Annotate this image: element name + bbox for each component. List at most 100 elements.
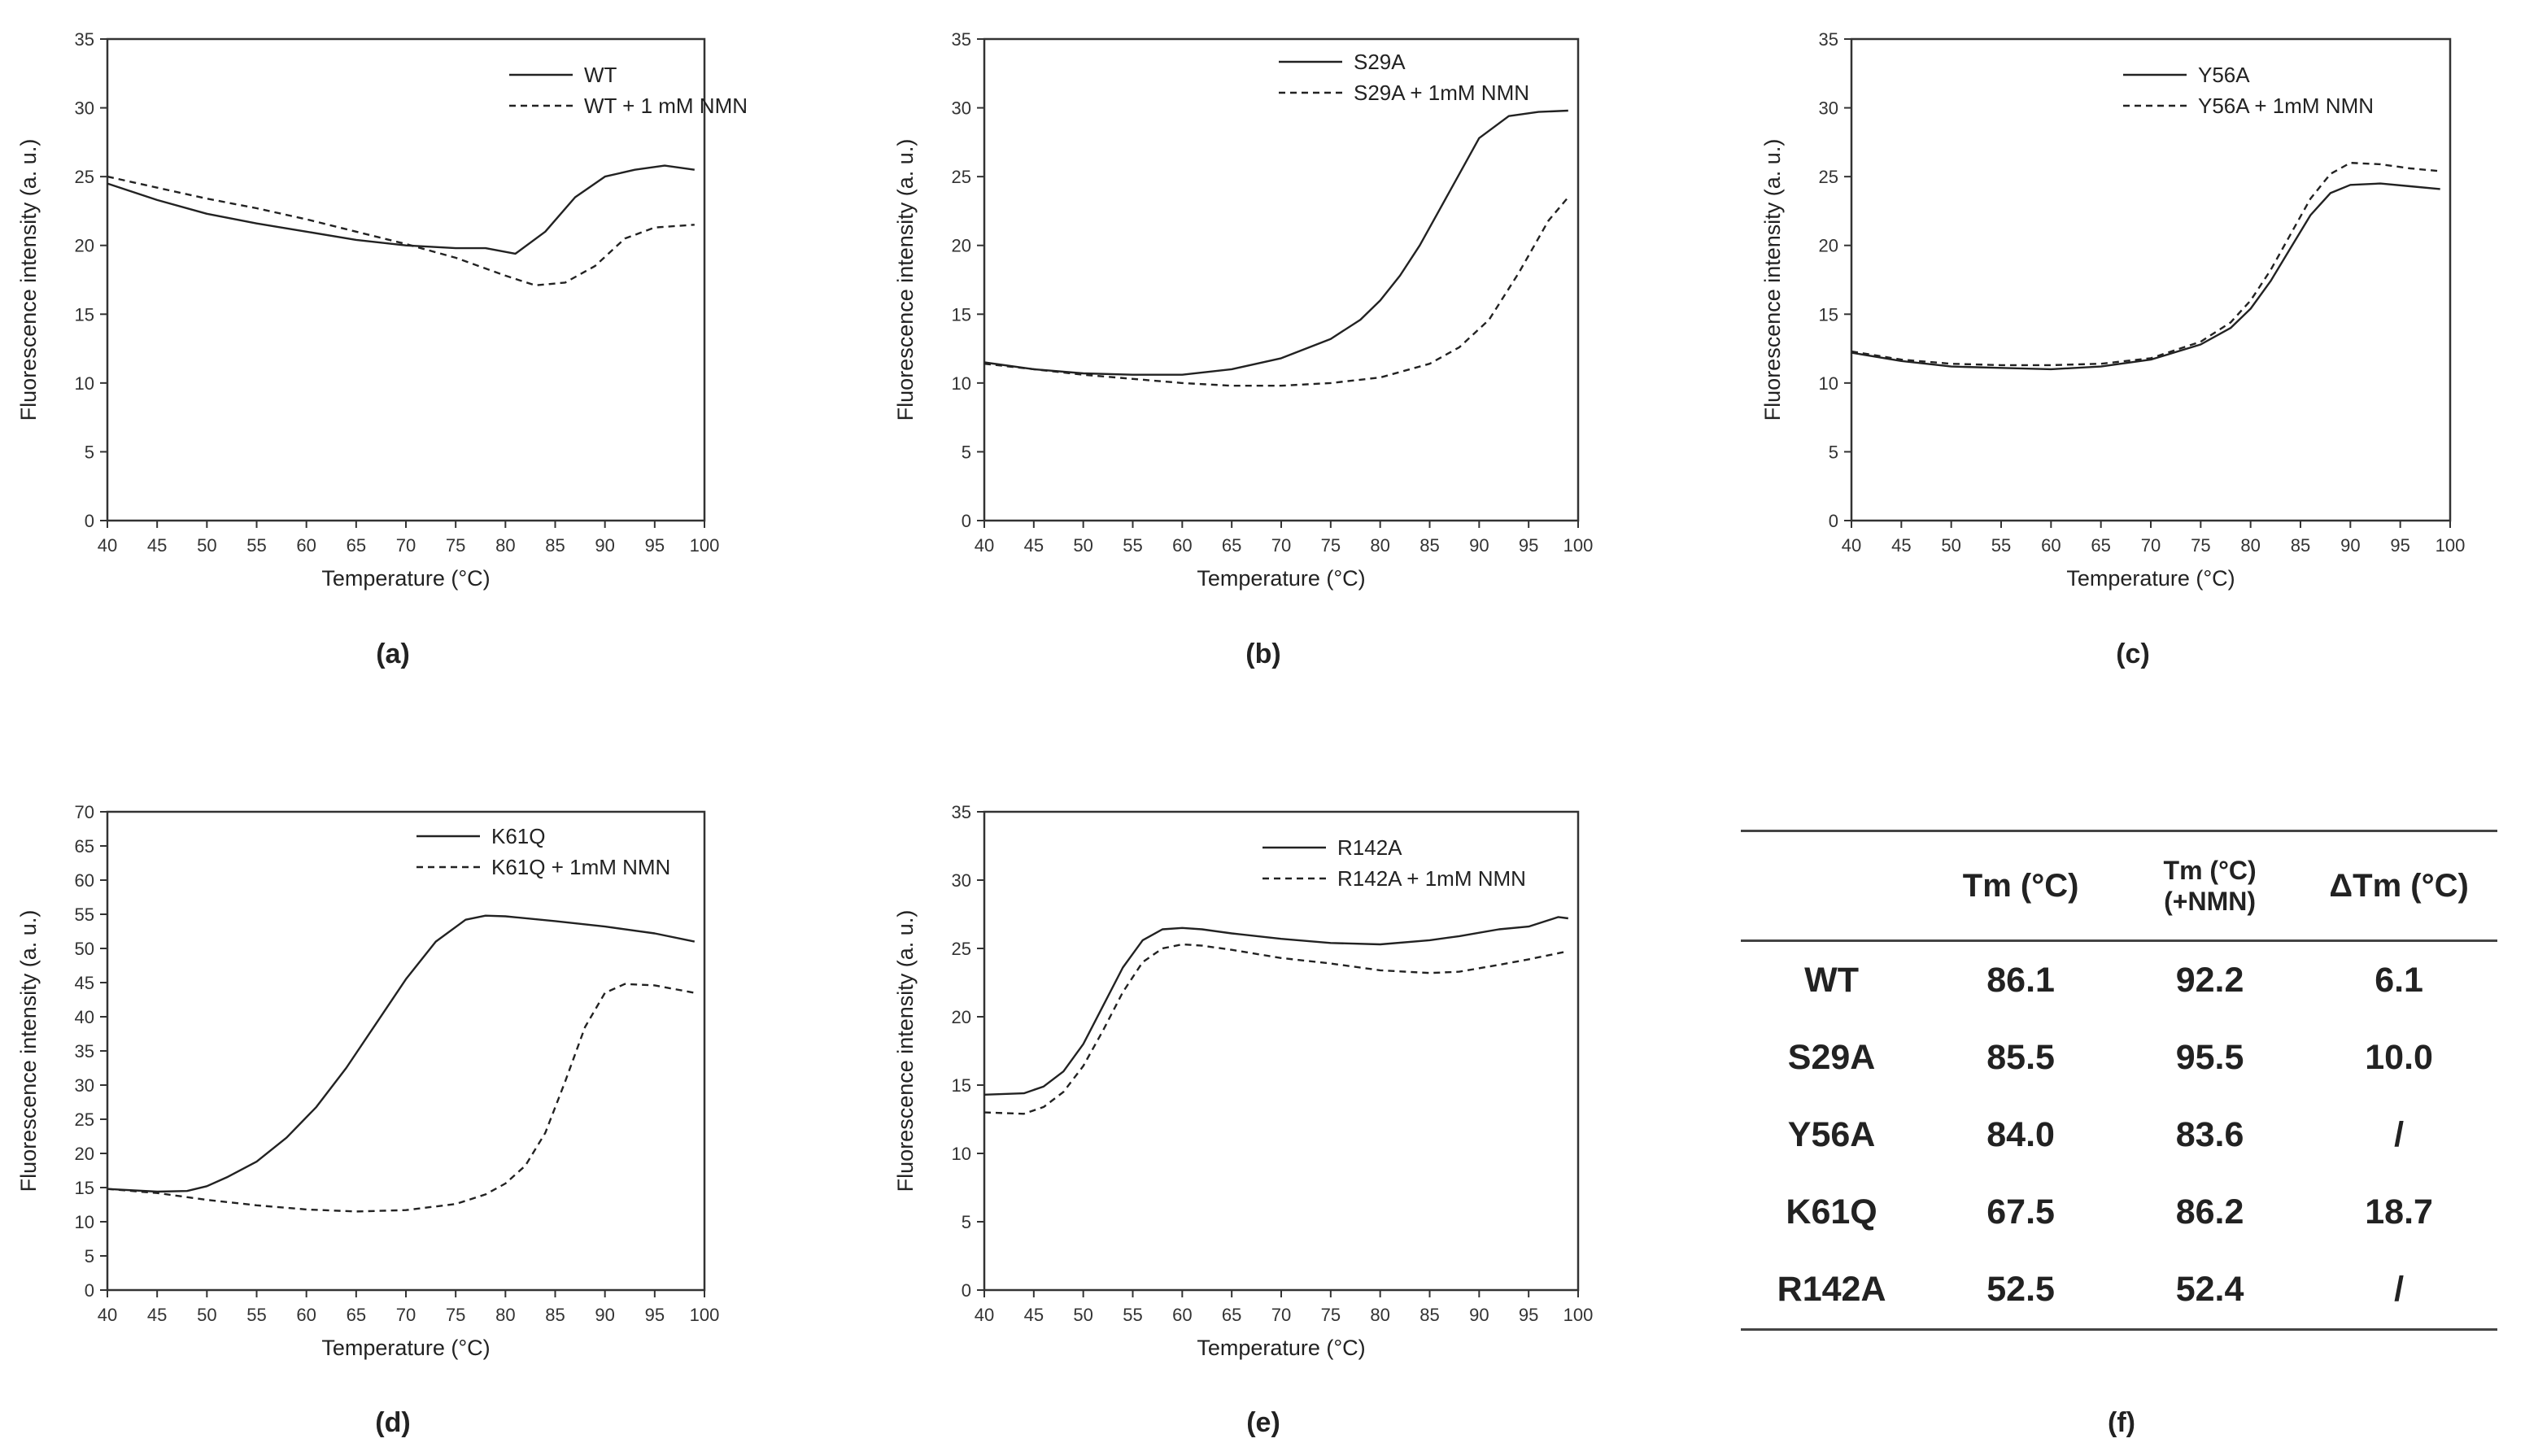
y-tick-label: 15 (75, 1178, 94, 1198)
table-cell: 6.1 (2375, 961, 2423, 1000)
y-tick-label: 15 (1819, 304, 1838, 325)
table-cell: 52.5 (1986, 1270, 2055, 1309)
y-tick-label: 10 (75, 1212, 94, 1232)
x-tick-label: 70 (1271, 1305, 1291, 1325)
x-tick-label: 100 (690, 535, 720, 556)
y-tick-label: 30 (952, 98, 971, 119)
x-tick-label: 65 (1222, 535, 1241, 556)
table-cell: K61Q (1786, 1192, 1877, 1231)
y-tick-label: 15 (952, 304, 971, 325)
y-tick-label: 0 (1829, 511, 1838, 531)
table-header-line: (+NMN) (2164, 887, 2257, 916)
y-tick-label: 65 (75, 836, 94, 857)
x-tick-label: 50 (1941, 535, 1960, 556)
table-row: R142A 52.5 52.4 / (1741, 1251, 2497, 1330)
x-tick-label: 90 (2340, 535, 2360, 556)
x-tick-label: 55 (246, 535, 266, 556)
x-tick-label: 100 (1563, 1305, 1594, 1325)
series-line (107, 914, 696, 1193)
table-header-cell: Tm (°C) (+NMN) (2119, 831, 2300, 941)
x-tick-label: 60 (1172, 535, 1192, 556)
panel-label-d: (d) (375, 1407, 411, 1438)
table-row: Y56A 84.0 83.6 / (1741, 1096, 2497, 1174)
table-cell: 18.7 (2365, 1192, 2433, 1231)
table-header-line: Tm (°C) (2163, 856, 2257, 885)
y-axis-label: Fluorescence intensity (a. u.) (893, 139, 918, 421)
x-tick-label: 90 (1469, 535, 1489, 556)
x-tick-label: 95 (1519, 535, 1538, 556)
y-tick-label: 5 (962, 1212, 971, 1232)
series-line-nmn (107, 175, 695, 286)
x-tick-label: 65 (1222, 1305, 1241, 1325)
y-tick-label: 20 (952, 1007, 971, 1027)
table-cell: 86.2 (2175, 1192, 2244, 1231)
x-tick-label: 80 (2240, 535, 2260, 556)
x-tick-label: 95 (1519, 1305, 1538, 1325)
legend-label: WT (584, 63, 617, 87)
y-tick-label: 35 (952, 802, 971, 822)
x-tick-label: 80 (495, 535, 515, 556)
x-tick-label: 100 (1563, 535, 1594, 556)
table-cell: S29A (1787, 1038, 1876, 1077)
x-tick-label: 40 (98, 535, 117, 556)
series-line-nmn (983, 943, 1569, 1115)
x-tick-label: 45 (1024, 535, 1044, 556)
x-tick-label: 90 (595, 535, 614, 556)
y-axis-label: Fluorescence intensity (a. u.) (16, 139, 41, 421)
x-tick-label: 70 (396, 535, 416, 556)
x-tick-label: 50 (1073, 1305, 1092, 1325)
y-tick-label: 30 (1819, 98, 1838, 119)
legend-label: K61Q (491, 824, 546, 848)
x-tick-label: 50 (197, 535, 216, 556)
x-tick-label: 65 (347, 535, 366, 556)
series-line (983, 916, 1568, 1096)
x-tick-label: 75 (2191, 535, 2210, 556)
x-axis-label: Temperature (°C) (1197, 1336, 1365, 1360)
x-tick-label: 85 (2291, 535, 2310, 556)
y-tick-label: 35 (1819, 29, 1838, 50)
x-tick-label: 55 (1123, 535, 1142, 556)
x-tick-label: 80 (1370, 535, 1389, 556)
y-tick-label: 10 (952, 373, 971, 394)
table-header-cell: Tm (°C) (1962, 867, 2079, 904)
y-tick-label: 60 (75, 870, 94, 891)
y-tick-label: 15 (75, 304, 94, 325)
y-tick-label: 30 (952, 870, 971, 891)
y-tick-label: 25 (1819, 167, 1838, 187)
plot-frame (983, 37, 1580, 522)
table-cell: WT (1804, 961, 1860, 1000)
y-axis-label: Fluorescence intensity (a. u.) (893, 910, 918, 1192)
x-tick-label: 65 (347, 1305, 366, 1325)
x-tick-label: 50 (197, 1305, 216, 1325)
table-header-cell (1741, 831, 1922, 941)
x-tick-label: 45 (147, 1305, 167, 1325)
table-cell: 52.4 (2175, 1270, 2244, 1309)
y-tick-label: 20 (1819, 236, 1838, 256)
table-cell: 92.2 (2175, 961, 2244, 1000)
y-tick-label: 15 (952, 1075, 971, 1096)
y-tick-label: 25 (75, 1109, 94, 1130)
table-row: K61Q 67.5 86.2 18.7 (1741, 1174, 2497, 1251)
table-cell: / (2394, 1115, 2405, 1154)
y-tick-label: 50 (75, 939, 94, 959)
x-tick-label: 55 (246, 1305, 266, 1325)
x-tick-label: 60 (1172, 1305, 1192, 1325)
x-tick-label: 65 (2091, 535, 2110, 556)
table-row: S29A 85.5 95.5 10.0 (1741, 1019, 2497, 1096)
x-tick-label: 60 (296, 1305, 316, 1325)
y-tick-label: 0 (962, 511, 971, 531)
table-cell: 67.5 (1986, 1192, 2055, 1231)
table-cell: 84.0 (1986, 1115, 2055, 1154)
y-tick-label: 25 (75, 167, 94, 187)
y-tick-label: 35 (952, 29, 971, 50)
legend-label: K61Q + 1mM NMN (491, 855, 670, 879)
x-axis-label: Temperature (°C) (2066, 566, 2235, 591)
y-tick-label: 5 (1829, 442, 1838, 462)
x-tick-label: 45 (1891, 535, 1911, 556)
series-line (107, 164, 695, 255)
x-tick-label: 40 (1842, 535, 1861, 556)
x-tick-label: 45 (147, 535, 167, 556)
x-tick-label: 95 (645, 535, 665, 556)
series-line-nmn (1851, 161, 2440, 367)
panel-label-a: (a) (376, 639, 410, 669)
